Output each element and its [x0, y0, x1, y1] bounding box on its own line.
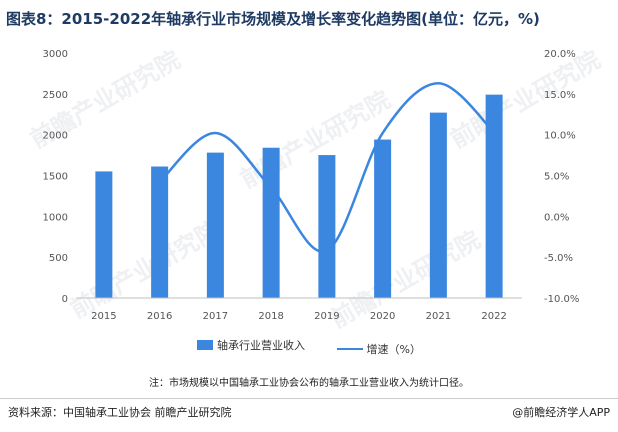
legend-line-swatch [336, 348, 363, 350]
brand-text: @前瞻经济学人APP [512, 406, 610, 419]
legend: 轴承行业营业收入 增速（%） [0, 337, 618, 357]
legend-item-line: 增速（%） [336, 341, 421, 357]
bar [95, 171, 113, 298]
x-axis-tick-label: 2016 [147, 311, 172, 322]
right-axis-tick-label: -5.0% [544, 253, 573, 264]
left-axis-tick-label: 0 [62, 294, 68, 305]
chart-area: 0 500 1000 1500 2000 2500 3000 -10.0% -5.0% 0.0% 5… [43, 49, 580, 322]
bar [151, 166, 169, 298]
x-axis-tick-label: 2015 [91, 311, 116, 322]
bar [206, 152, 224, 298]
left-axis-tick-label: 500 [49, 253, 68, 264]
x-axis-tick-label: 2020 [370, 311, 395, 322]
legend-item-bar: 轴承行业营业收入 [197, 337, 305, 353]
right-axis-tick-label: -10.0% [544, 294, 579, 305]
bar [262, 147, 280, 298]
left-axis-tick-label: 1500 [43, 172, 68, 183]
legend-bar-swatch [197, 340, 214, 350]
chart-title: 图表8：2015-2022年轴承行业市场规模及增长率变化趋势图(单位：亿元，%) [6, 10, 540, 28]
legend-bar-label: 轴承行业营业收入 [217, 339, 306, 352]
x-axis-tick-label: 2017 [203, 311, 228, 322]
legend-line-label: 增速（%） [366, 343, 421, 356]
right-axis-tick-label: 5.0% [544, 172, 569, 183]
bar [485, 94, 503, 299]
right-axis-tick-label: 10.0% [544, 131, 576, 142]
footnote: 注：市场规模以中国轴承工业协会公布的轴承工业营业收入为统计口径。 [149, 378, 469, 389]
x-axis-tick-label: 2018 [258, 311, 283, 322]
left-axis-tick-label: 2000 [43, 131, 68, 142]
bar [429, 112, 447, 298]
source-text: 资料来源：中国轴承工业协会 前瞻产业研究院 [8, 406, 232, 419]
right-axis-tick-label: 15.0% [544, 90, 576, 101]
left-axis-tick-label: 1000 [43, 212, 68, 223]
x-axis-tick-label: 2021 [426, 311, 451, 322]
divider [0, 398, 618, 399]
left-axis-tick-label: 2500 [43, 90, 68, 101]
right-axis-tick-label: 20.0% [544, 49, 576, 60]
right-axis-tick-label: 0.0% [544, 212, 569, 223]
left-axis-tick-label: 3000 [43, 49, 68, 60]
bar [374, 139, 392, 298]
x-axis-tick-label: 2019 [314, 311, 339, 322]
bar [318, 155, 336, 298]
x-axis-tick-label: 2022 [481, 311, 506, 322]
